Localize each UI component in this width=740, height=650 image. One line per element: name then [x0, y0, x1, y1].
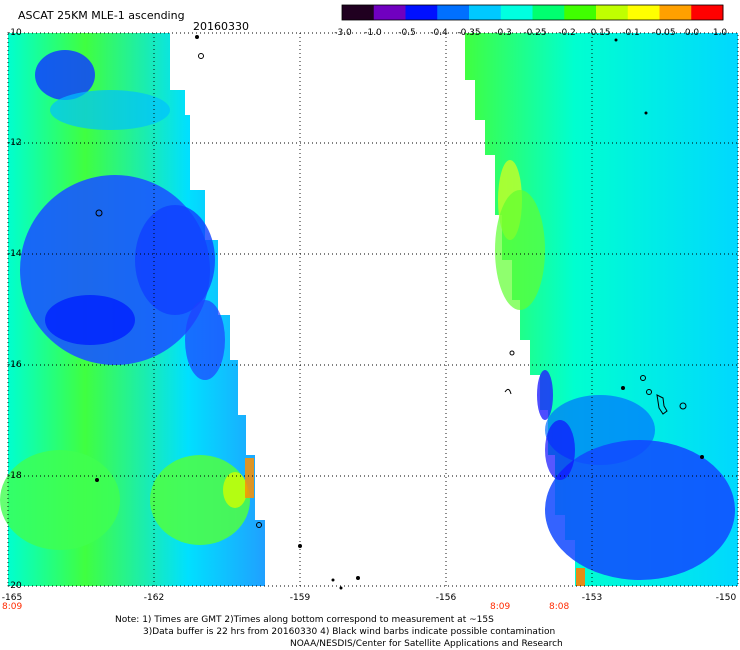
colorbar-label: -0.05 — [652, 28, 676, 38]
colorbar-segment — [691, 5, 724, 20]
left-swath — [0, 33, 265, 586]
latitude-label: -10 — [7, 28, 22, 38]
colorbar-segment — [532, 5, 565, 20]
colorbar-label: -0.25 — [523, 28, 547, 38]
colorbar-label: 0.0 — [684, 28, 700, 38]
colorbar-segment — [405, 5, 438, 20]
colorbar-segment — [469, 5, 502, 20]
longitude-label: -159 — [289, 593, 311, 603]
time-label: 8:09 — [490, 602, 511, 612]
map-date: 20160330 — [193, 20, 249, 33]
colorbar-label: -0.35 — [457, 28, 481, 38]
longitude-label: -162 — [143, 593, 165, 603]
map-frame — [7, 32, 739, 587]
colorbar-label: -0.4 — [430, 28, 448, 38]
colorbar-segment — [659, 5, 692, 20]
low-value-area — [35, 50, 95, 100]
time-label: 8:09 — [2, 602, 23, 612]
colorbar-segment — [596, 5, 629, 20]
colorbar-label: -0.3 — [494, 28, 512, 38]
right-swath — [465, 33, 738, 586]
latitude-label: -18 — [7, 471, 22, 481]
colorbar-label: -0.5 — [398, 28, 416, 38]
colorbar-label: -3.0 — [334, 28, 352, 38]
longitude-label: -153 — [581, 593, 603, 603]
longitude-label: -150 — [715, 593, 737, 603]
map-grid — [8, 33, 738, 586]
colorbar — [341, 4, 724, 21]
latitude-label: -14 — [7, 249, 22, 259]
islands — [95, 35, 704, 590]
latitude-label: -20 — [7, 581, 22, 591]
colorbar-label: 1.0 — [712, 28, 728, 38]
longitude-label: -156 — [435, 593, 457, 603]
colorbar-segment — [627, 5, 660, 20]
latitude-label: -12 — [7, 138, 22, 148]
time-label: 8:08 — [549, 602, 570, 612]
colorbar-label: -0.2 — [558, 28, 576, 38]
colorbar-segment — [437, 5, 470, 20]
latitude-label: -16 — [7, 360, 22, 370]
colorbar-label: -1.0 — [364, 28, 382, 38]
colorbar-label: -0.15 — [587, 28, 611, 38]
colorbar-segment — [342, 5, 375, 20]
colorbar-segment — [373, 5, 406, 20]
colorbar-segment — [564, 5, 597, 20]
colorbar-label: -0.1 — [622, 28, 640, 38]
longitude-label: -165 — [1, 593, 23, 603]
map-title: ASCAT 25KM MLE-1 ascending — [18, 9, 185, 22]
colorbar-segment — [500, 5, 533, 20]
note-line-1: Note: 1) Times are GMT 2)Times along bot… — [115, 615, 494, 625]
note-line-3: NOAA/NESDIS/Center for Satellite Applica… — [290, 639, 563, 649]
note-line-2: 3)Data buffer is 22 hrs from 20160330 4)… — [143, 627, 556, 637]
